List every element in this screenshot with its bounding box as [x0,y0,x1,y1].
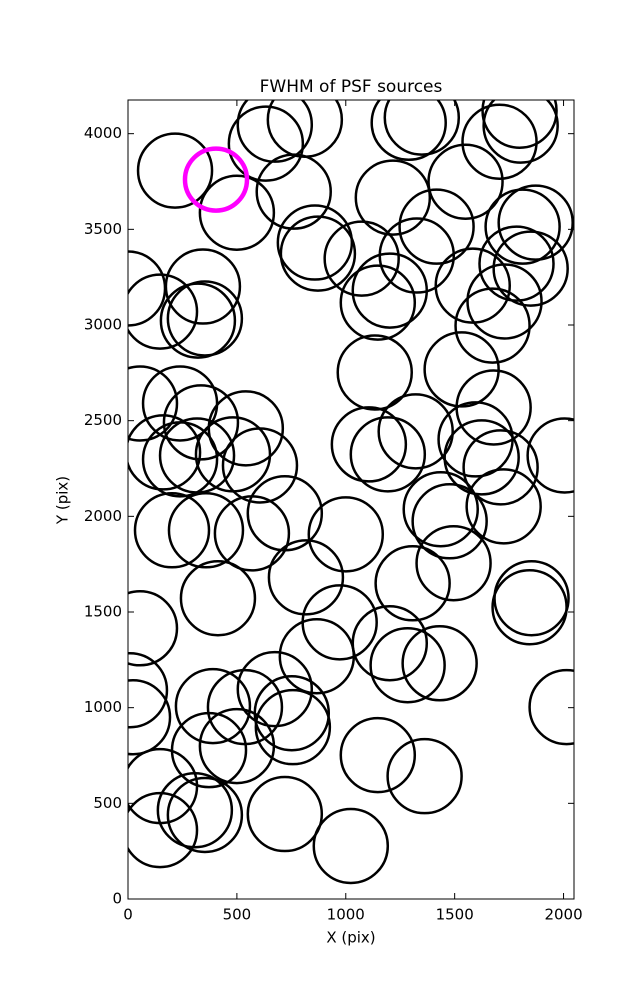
chart-title: FWHM of PSF sources [260,77,443,97]
source-circle [128,273,199,350]
source-circle [162,384,240,461]
source-circle [166,280,244,357]
source-circle [159,282,237,359]
source-circle [465,468,542,545]
source-circle [423,331,500,408]
source-circle [386,737,463,815]
source-circle [482,100,559,164]
source-circle [478,225,555,302]
source-circle [330,406,408,483]
source-circle [255,153,332,230]
y-tick-label: 3000 [84,316,122,334]
source-circle [401,625,478,702]
y-tick-label: 1000 [84,698,122,716]
x-tick-label: 2000 [544,906,582,924]
source-circle [194,416,272,493]
y-tick-label: 500 [93,794,122,812]
source-circle [491,568,568,646]
source-circle [128,590,179,667]
source-circle [349,416,427,493]
plot-area [128,100,574,885]
source-circle [254,688,332,766]
source-circle [167,492,245,569]
source-circle [370,100,447,162]
y-tick-label: 2000 [84,507,122,525]
source-circle [323,220,400,297]
source-circle [466,263,543,340]
source-circle [227,105,305,182]
source-circle [528,668,574,746]
source-circle [128,652,169,729]
source-circle [443,419,520,496]
source-circle [136,132,214,209]
source-circle [164,248,242,325]
source-circle [497,184,574,261]
source-circle [158,417,236,494]
source-circle [279,215,357,292]
source-circle [383,100,461,156]
x-tick-label: 0 [123,906,133,924]
source-circle [415,524,492,602]
source-circle [492,230,569,307]
source-circle [402,471,479,548]
x-tick-label: 1000 [327,906,365,924]
source-circle [484,188,561,265]
x-tick-label: 1500 [436,906,474,924]
source-circle [351,252,429,329]
source-circle [454,287,531,364]
source-circle [427,143,504,220]
highlight-circle [182,146,250,213]
source-circle [179,559,257,637]
source-circle [206,668,284,746]
y-tick-label: 1500 [84,603,122,621]
source-circle [166,776,244,854]
source-circle [312,807,390,885]
source-circle [236,100,314,163]
source-circle [437,401,514,478]
source-circle [128,791,199,869]
source-circle [398,188,475,265]
source-circle [369,626,446,704]
source-circle [141,365,219,442]
source-circle [377,393,454,470]
source-circle [462,429,539,506]
y-tick-label: 0 [112,890,122,908]
source-circle [213,495,291,572]
source-circle [156,771,234,849]
source-circle [461,103,538,180]
source-circle [246,775,324,853]
y-tick-label: 3500 [84,220,122,238]
source-circle [336,334,413,411]
source-circle [307,496,385,573]
source-circle [236,650,314,728]
source-circle [128,414,202,491]
source-circle [267,539,345,616]
source-circle [481,100,558,149]
source-circle [128,365,179,442]
x-axis-label: X (pix) [326,929,375,947]
x-tick-label: 500 [223,906,252,924]
source-circle [174,667,252,745]
plot-frame [127,99,575,900]
source-circle [354,159,432,236]
source-circle [374,545,451,622]
y-tick-label: 4000 [84,124,122,142]
source-circle [253,674,331,752]
source-circle [411,483,488,560]
source-circle [198,174,276,251]
y-tick-label: 2500 [84,411,122,429]
source-circle [339,264,417,341]
source-circle [276,204,354,281]
source-circle [339,716,417,794]
source-circle [278,617,356,695]
source-circle [133,492,211,569]
source-circle [128,678,172,756]
source-circle [526,417,574,494]
y-axis-label: Y (pix) [54,476,72,525]
